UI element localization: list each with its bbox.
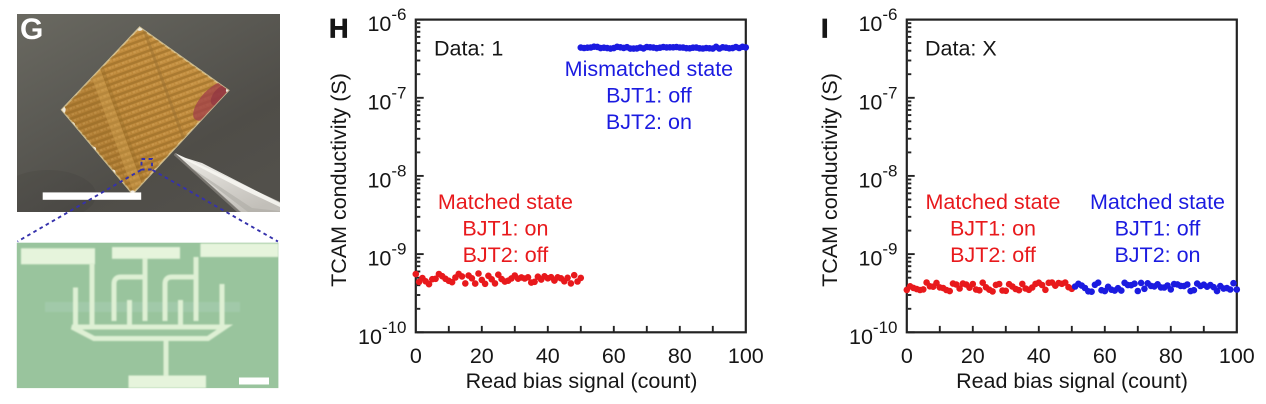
- svg-text:0: 0: [410, 344, 422, 368]
- svg-text:10-9: 10-9: [367, 240, 406, 271]
- svg-text:BJT2: on: BJT2: on: [1114, 243, 1200, 267]
- svg-text:Data: 1: Data: 1: [434, 36, 503, 60]
- svg-text:40: 40: [1027, 344, 1051, 368]
- svg-text:BJT1: on: BJT1: on: [462, 217, 548, 241]
- svg-text:100: 100: [728, 344, 764, 368]
- svg-text:100: 100: [1219, 344, 1255, 368]
- svg-text:Mismatched state: Mismatched state: [565, 57, 733, 81]
- svg-text:G: G: [20, 13, 43, 46]
- svg-text:10-6: 10-6: [367, 5, 406, 36]
- svg-text:10-8: 10-8: [367, 161, 406, 192]
- svg-text:I: I: [821, 14, 829, 44]
- svg-text:20: 20: [470, 344, 494, 368]
- svg-text:Read bias signal (count): Read bias signal (count): [466, 369, 698, 393]
- svg-text:Matched state: Matched state: [925, 190, 1060, 214]
- svg-text:BJT2: off: BJT2: off: [463, 243, 549, 267]
- svg-text:60: 60: [1093, 344, 1117, 368]
- svg-text:10-8: 10-8: [858, 161, 897, 192]
- svg-text:Data: X: Data: X: [925, 36, 997, 60]
- svg-text:Read bias signal (count): Read bias signal (count): [956, 369, 1188, 393]
- svg-text:BJT1: on: BJT1: on: [950, 217, 1036, 241]
- svg-text:0: 0: [901, 344, 913, 368]
- svg-text:H: H: [329, 14, 349, 44]
- svg-text:BJT2: on: BJT2: on: [606, 110, 692, 134]
- svg-text:10-9: 10-9: [858, 240, 897, 271]
- svg-text:Matched state: Matched state: [438, 190, 573, 214]
- svg-text:10-10: 10-10: [358, 318, 407, 349]
- svg-text:10-6: 10-6: [858, 5, 897, 36]
- svg-text:10-7: 10-7: [858, 83, 897, 114]
- svg-text:10-7: 10-7: [367, 83, 406, 114]
- svg-text:TCAM conductivity (S): TCAM conductivity (S): [327, 73, 351, 287]
- svg-text:20: 20: [961, 344, 985, 368]
- svg-text:Matched state: Matched state: [1090, 190, 1225, 214]
- svg-text:80: 80: [668, 344, 692, 368]
- svg-text:80: 80: [1159, 344, 1183, 368]
- svg-text:TCAM conductivity (S): TCAM conductivity (S): [818, 73, 842, 287]
- svg-text:BJT1: off: BJT1: off: [1115, 217, 1201, 241]
- svg-text:BJT1: off: BJT1: off: [606, 83, 692, 107]
- svg-text:60: 60: [602, 344, 626, 368]
- svg-text:BJT2: off: BJT2: off: [950, 243, 1036, 267]
- svg-text:10-10: 10-10: [849, 318, 898, 349]
- svg-text:40: 40: [536, 344, 560, 368]
